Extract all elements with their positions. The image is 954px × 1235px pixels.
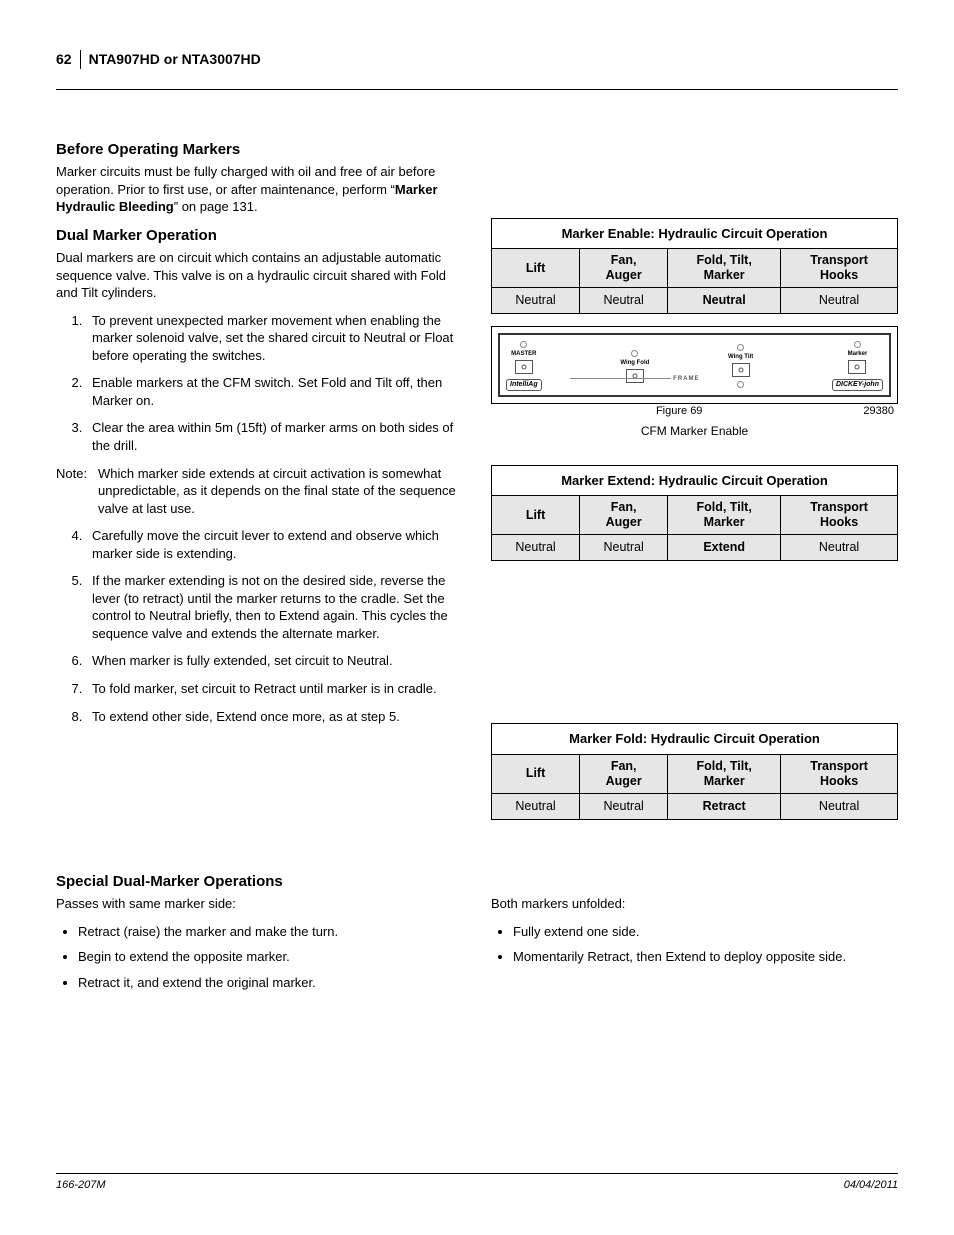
note-text: Which marker side extends at circuit act… — [98, 465, 463, 518]
col-header: TransportHooks — [781, 249, 898, 288]
list-item: To prevent unexpected marker movement wh… — [86, 312, 463, 365]
steps-list-2: Carefully move the circuit lever to exte… — [56, 527, 463, 725]
switch-icon — [515, 360, 533, 374]
steps-list-1: To prevent unexpected marker movement wh… — [56, 312, 463, 455]
led-icon — [737, 381, 744, 388]
para-passes: Passes with same marker side: — [56, 895, 463, 913]
col-header: Fold, Tilt,Marker — [668, 249, 781, 288]
table-marker-enable: Marker Enable: Hydraulic Circuit Operati… — [491, 218, 898, 314]
cell: Neutral — [781, 535, 898, 561]
figure-label: Figure 69 — [656, 404, 702, 419]
cell: Neutral — [580, 288, 668, 314]
cfm-label: Wing Tilt — [728, 353, 753, 361]
table-title: Marker Extend: Hydraulic Circuit Operati… — [492, 465, 898, 496]
figure-caption: CFM Marker Enable — [491, 423, 898, 439]
cell: Neutral — [781, 288, 898, 314]
cfm-panel: MASTER IntelliAg Wing Fold Wing Tilt — [498, 333, 891, 397]
led-icon — [854, 341, 861, 348]
para-both-unfolded: Both markers unfolded: — [491, 895, 898, 913]
page-number: 62 — [56, 50, 81, 69]
cell: Neutral — [492, 535, 580, 561]
footer-left: 166-207M — [56, 1178, 106, 1193]
cell: Neutral — [580, 793, 668, 819]
header-rule — [56, 89, 898, 90]
figure-number-row: Figure 69 29380 — [491, 404, 898, 419]
cfm-marker: Marker DICKEY-john — [832, 341, 883, 391]
cfm-master: MASTER IntelliAg — [506, 341, 542, 391]
cell: Neutral — [781, 793, 898, 819]
list-item: Enable markers at the CFM switch. Set Fo… — [86, 374, 463, 409]
list-item: Retract it, and extend the original mark… — [78, 974, 463, 992]
heading-dual-marker: Dual Marker Operation — [56, 226, 463, 246]
list-item: Fully extend one side. — [513, 923, 898, 941]
switch-icon — [626, 369, 644, 383]
page-header: 62 NTA907HD or NTA3007HD — [56, 50, 898, 69]
bottom-left-col: Passes with same marker side: Retract (r… — [56, 895, 463, 999]
heading-special-ops: Special Dual-Marker Operations — [56, 872, 898, 892]
cell: Extend — [668, 535, 781, 561]
spacer — [491, 573, 898, 723]
col-header: TransportHooks — [781, 754, 898, 793]
footer-right: 04/04/2011 — [844, 1178, 898, 1193]
left-column: Before Operating Markers Marker circuits… — [56, 140, 463, 832]
list-item: Begin to extend the opposite marker. — [78, 948, 463, 966]
cell: Neutral — [492, 288, 580, 314]
table-title: Marker Enable: Hydraulic Circuit Operati… — [492, 218, 898, 249]
note-label: Note: — [56, 465, 98, 518]
led-icon — [737, 344, 744, 351]
cell: Neutral — [492, 793, 580, 819]
spacer — [491, 439, 898, 465]
list-item: To extend other side, Extend once more, … — [86, 708, 463, 726]
cell: Retract — [668, 793, 781, 819]
table-marker-extend: Marker Extend: Hydraulic Circuit Operati… — [491, 465, 898, 561]
cfm-label: MASTER — [511, 350, 536, 358]
list-item: If the marker extending is not on the de… — [86, 572, 463, 642]
spacer — [491, 140, 898, 218]
figure-code: 29380 — [863, 404, 894, 419]
heading-before-operating: Before Operating Markers — [56, 140, 463, 160]
text: ” on page 131. — [174, 199, 258, 214]
list-item: Retract (raise) the marker and make the … — [78, 923, 463, 941]
page-footer: 166-207M 04/04/2011 — [56, 1173, 898, 1193]
list-item: Momentarily Retract, then Extend to depl… — [513, 948, 898, 966]
col-header: Fan,Auger — [580, 496, 668, 535]
switch-icon — [848, 360, 866, 374]
text: Marker circuits must be fully charged wi… — [56, 164, 435, 197]
bullets-left: Retract (raise) the marker and make the … — [56, 923, 463, 992]
led-icon — [631, 350, 638, 357]
badge-right: DICKEY-john — [832, 379, 883, 390]
col-header: Lift — [492, 496, 580, 535]
led-icon — [520, 341, 527, 348]
col-header: Fold, Tilt,Marker — [668, 754, 781, 793]
frame-text: FRAME — [671, 375, 701, 383]
note-block: Note: Which marker side extends at circu… — [56, 465, 463, 518]
cell: Neutral — [668, 288, 781, 314]
figure-cfm: MASTER IntelliAg Wing Fold Wing Tilt — [491, 326, 898, 404]
para-dual-marker: Dual markers are on circuit which contai… — [56, 249, 463, 302]
table-marker-fold: Marker Fold: Hydraulic Circuit Operation… — [491, 723, 898, 819]
col-header: Fan,Auger — [580, 754, 668, 793]
col-header: Lift — [492, 249, 580, 288]
table-title: Marker Fold: Hydraulic Circuit Operation — [492, 724, 898, 755]
cfm-label: Wing Fold — [620, 359, 649, 367]
doc-title: NTA907HD or NTA3007HD — [89, 50, 261, 69]
cell: Neutral — [580, 535, 668, 561]
col-header: Lift — [492, 754, 580, 793]
cfm-wingtilt: Wing Tilt — [728, 344, 753, 388]
badge-left: IntelliAg — [506, 379, 542, 390]
bullets-right: Fully extend one side. Momentarily Retra… — [491, 923, 898, 966]
col-header: TransportHooks — [781, 496, 898, 535]
list-item: Carefully move the circuit lever to exte… — [86, 527, 463, 562]
switch-icon — [732, 363, 750, 377]
para-before-operating: Marker circuits must be fully charged wi… — [56, 163, 463, 216]
list-item: When marker is fully extended, set circu… — [86, 652, 463, 670]
col-header: Fold, Tilt,Marker — [668, 496, 781, 535]
list-item: Clear the area within 5m (15ft) of marke… — [86, 419, 463, 454]
list-item: To fold marker, set circuit to Retract u… — [86, 680, 463, 698]
bottom-right-col: Both markers unfolded: Fully extend one … — [491, 895, 898, 999]
right-column: Marker Enable: Hydraulic Circuit Operati… — [491, 140, 898, 832]
col-header: Fan,Auger — [580, 249, 668, 288]
cfm-label: Marker — [848, 350, 868, 358]
